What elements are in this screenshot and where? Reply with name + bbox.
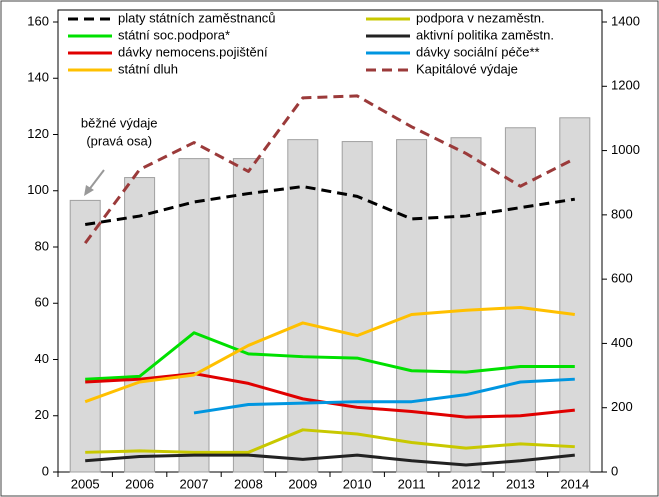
bar xyxy=(341,141,373,473)
x-tick-label: 2006 xyxy=(125,476,154,491)
y-tick-label: 60 xyxy=(35,295,49,310)
legend-label: státní dluh xyxy=(118,61,178,76)
series-line xyxy=(85,331,575,381)
legend-label: státní soc.podpora* xyxy=(118,27,230,42)
bar xyxy=(287,139,319,473)
bar xyxy=(69,199,101,473)
x-tick-label: 2012 xyxy=(452,476,481,491)
annotation: (pravá osa) xyxy=(86,133,152,148)
series-line xyxy=(84,305,575,404)
y-tick-label: 140 xyxy=(27,70,49,85)
y2-tick-label: 1000 xyxy=(611,142,640,157)
y2-tick-label: 1400 xyxy=(611,13,640,28)
y-tick-label: 80 xyxy=(35,238,49,253)
legend-label: platy státních zaměstnanců xyxy=(118,10,276,25)
x-tick-label: 2005 xyxy=(71,476,100,491)
legend-label: dávky nemocens.pojištění xyxy=(118,44,268,59)
y2-tick-label: 200 xyxy=(611,399,633,414)
legend-label: aktivní politika zaměstn. xyxy=(416,27,554,42)
bar xyxy=(450,137,482,473)
legend-label: dávky sociální péče** xyxy=(416,44,540,59)
x-tick-label: 2007 xyxy=(180,476,209,491)
x-tick-label: 2008 xyxy=(234,476,263,491)
series-line xyxy=(85,453,575,467)
annotation-arrowhead xyxy=(84,185,94,196)
series-line xyxy=(83,94,576,245)
x-tick-label: 2010 xyxy=(343,476,372,491)
x-tick-label: 2009 xyxy=(288,476,317,491)
y2-tick-label: 400 xyxy=(611,335,633,350)
y2-tick-label: 600 xyxy=(611,271,633,286)
annotation: běžné výdaje xyxy=(81,115,158,130)
annotation-arrow xyxy=(87,169,105,192)
legend-label: podpora v nezaměstn. xyxy=(416,10,545,25)
y-tick-label: 20 xyxy=(35,407,49,422)
series-line xyxy=(84,185,576,226)
bar xyxy=(559,117,591,473)
x-tick-label: 2011 xyxy=(398,476,426,491)
y2-tick-label: 800 xyxy=(611,206,633,221)
y-tick-label: 0 xyxy=(42,463,49,478)
x-tick-label: 2013 xyxy=(506,476,535,491)
y-tick-label: 160 xyxy=(27,13,49,28)
y-tick-label: 120 xyxy=(27,126,49,141)
y2-tick-label: 1200 xyxy=(611,78,640,93)
y-tick-label: 100 xyxy=(27,182,49,197)
x-tick-label: 2014 xyxy=(560,476,589,491)
legend-label: Kapitálové výdaje xyxy=(416,61,518,76)
y-tick-label: 40 xyxy=(35,351,49,366)
bar xyxy=(178,158,210,473)
bar xyxy=(232,158,264,473)
series-line xyxy=(193,377,575,415)
bar xyxy=(124,177,156,473)
y2-tick-label: 0 xyxy=(611,463,618,478)
series-line xyxy=(85,428,575,454)
bar xyxy=(396,139,428,473)
